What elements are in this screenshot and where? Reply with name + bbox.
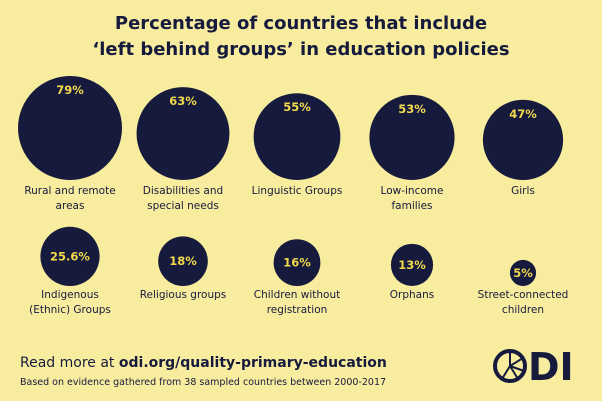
value-label: 55% bbox=[283, 100, 311, 114]
title-line: Percentage of countries that include bbox=[115, 13, 487, 34]
value-label: 16% bbox=[283, 256, 311, 270]
value-label: 13% bbox=[398, 258, 426, 272]
category-line: Disabilities and bbox=[143, 185, 223, 197]
category-line: Girls bbox=[511, 185, 535, 197]
category-label: Street-connected children bbox=[478, 289, 569, 316]
value-label: 5% bbox=[513, 266, 533, 280]
category-line: Linguistic Groups bbox=[252, 185, 343, 197]
category-line: (Ethnic) Groups bbox=[29, 304, 111, 316]
logo-text: DI bbox=[528, 345, 574, 389]
bubble bbox=[18, 76, 122, 180]
category-line: special needs bbox=[147, 200, 219, 212]
category-line: Children without bbox=[254, 289, 341, 301]
category-label: Children without registration bbox=[254, 289, 341, 316]
bubble bbox=[482, 99, 564, 180]
category-label: Disabilities and special needs bbox=[143, 185, 223, 212]
category-line: families bbox=[391, 200, 432, 212]
bubble bbox=[509, 259, 537, 286]
title-line: ‘left behind groups’ in education polici… bbox=[92, 39, 509, 60]
category-line: Street-connected bbox=[478, 289, 569, 301]
category-label: Linguistic Groups bbox=[252, 185, 343, 197]
category-line: Religious groups bbox=[140, 289, 227, 301]
bubble bbox=[136, 87, 230, 180]
bubble bbox=[390, 243, 434, 286]
footer-link[interactable]: odi.org/quality-primary-education bbox=[119, 355, 387, 371]
value-label: 18% bbox=[169, 254, 197, 268]
value-label: 79% bbox=[56, 83, 84, 97]
category-label: Orphans bbox=[390, 289, 434, 301]
bubble bbox=[369, 94, 455, 180]
category-line: Indigenous bbox=[41, 289, 99, 301]
bubble bbox=[158, 236, 208, 286]
category-label: Girls bbox=[511, 185, 535, 197]
category-line: Rural and remote bbox=[24, 185, 115, 197]
footer-lead: Read more at odi.org/quality-primary-edu… bbox=[20, 355, 387, 371]
category-label: Rural and remote areas bbox=[24, 185, 115, 212]
category-label: Indigenous (Ethnic) Groups bbox=[29, 289, 111, 316]
category-label: Religious groups bbox=[140, 289, 227, 301]
category-line: Orphans bbox=[390, 289, 434, 301]
category-line: Low-income bbox=[381, 185, 444, 197]
bubble bbox=[253, 93, 341, 180]
category-label: Low-income families bbox=[381, 185, 444, 212]
footer-note: Based on evidence gathered from 38 sampl… bbox=[20, 377, 386, 388]
bubble bbox=[273, 239, 321, 286]
logo-rays bbox=[501, 351, 525, 380]
bubble bbox=[40, 226, 100, 286]
value-label: 63% bbox=[169, 94, 197, 108]
category-line: registration bbox=[267, 304, 328, 316]
value-label: 47% bbox=[509, 107, 537, 121]
value-label: 25.6% bbox=[50, 249, 90, 263]
footer-lead-text: Read more at bbox=[20, 355, 119, 371]
category-line: children bbox=[502, 304, 544, 316]
value-label: 53% bbox=[398, 102, 426, 116]
category-line: areas bbox=[56, 200, 85, 212]
logo: DI bbox=[493, 345, 574, 389]
